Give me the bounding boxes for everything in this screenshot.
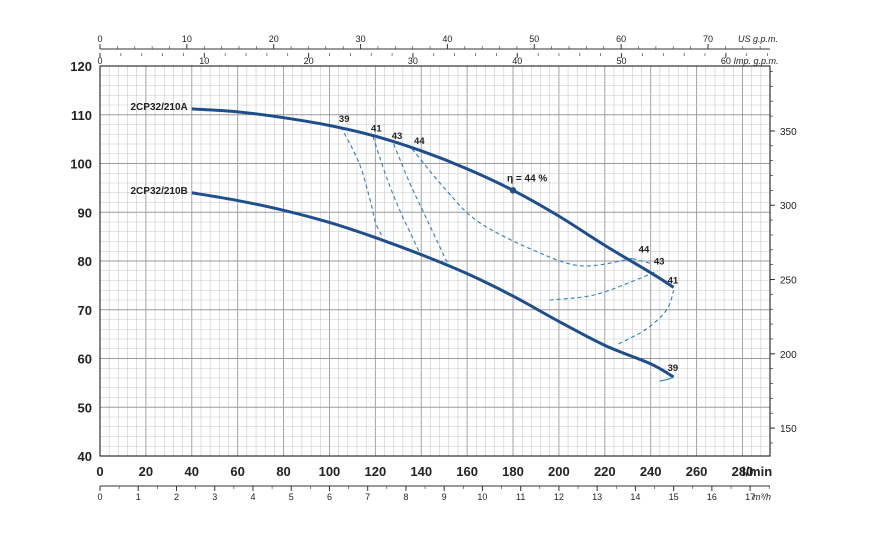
efficiency-curve-41 (372, 136, 420, 252)
x-m3h-tick-label: 8 (403, 492, 408, 502)
x-m3h-tick-label: 5 (289, 492, 294, 502)
x-usgpm-tick-label: 60 (616, 34, 626, 44)
x-m3h-tick-label: 6 (327, 492, 332, 502)
x-m3h-unit: m³/h (753, 492, 771, 502)
y-right-tick-label: 150 (780, 424, 797, 435)
x-impgpm-tick-label: 50 (617, 56, 627, 66)
x-m3h-tick-label: 15 (669, 492, 679, 502)
eff-label-43-top: 43 (392, 131, 403, 142)
series-label-b: 2CP32/210B (131, 186, 188, 197)
x-usgpm-unit: US g.p.m. (738, 34, 778, 44)
x-lmin-tick-label: 0 (96, 464, 103, 479)
plot-frame (99, 65, 771, 457)
efficiency-annotation: η = 44 % (507, 173, 547, 184)
x-usgpm-tick-label: 20 (269, 34, 279, 44)
x-lmin-tick-label: 280 (732, 464, 754, 479)
efficiency-curve-44-right (632, 258, 651, 264)
x-usgpm-tick-label: 10 (182, 34, 192, 44)
x-lmin-tick-label: 220 (594, 464, 616, 479)
efficiency-curve-43-right (549, 270, 658, 301)
efficiency-peak-point (509, 187, 517, 194)
x-usgpm-tick-label: 50 (529, 34, 539, 44)
x-m3h-tick-label: 2 (174, 492, 179, 502)
x-lmin-tick-label: 140 (410, 464, 432, 479)
y-left-tick-label: 40 (78, 449, 92, 464)
x-impgpm-tick-label: 30 (408, 56, 418, 66)
x-lmin-tick-label: 160 (456, 464, 478, 479)
x-lmin-tick-label: 120 (364, 464, 386, 479)
x-m3h-tick-label: 11 (516, 492, 525, 502)
eff-label-41-right: 41 (668, 275, 679, 286)
series-label-a: 2CP32/210A (131, 102, 188, 113)
x-lmin-tick-label: 60 (230, 464, 244, 479)
x-usgpm-tick-label: 40 (442, 34, 452, 44)
eff-label-39-right: 39 (668, 363, 679, 374)
y-right-tick-label: 350 (780, 127, 797, 138)
efficiency-curve-43 (393, 143, 450, 267)
x-m3h-tick-label: 14 (630, 492, 640, 502)
y-right-tick-label: 300 (780, 201, 797, 212)
y-left-tick-label: 110 (71, 108, 92, 123)
x-m3h-tick-label: 16 (707, 492, 717, 502)
x-impgpm-tick-label: 20 (304, 56, 314, 66)
x-lmin-tick-label: 20 (139, 464, 153, 479)
x-m3h-tick-label: 9 (442, 492, 447, 502)
x-impgpm-tick-label: 10 (199, 56, 209, 66)
x-lmin-tick-label: 180 (502, 464, 524, 479)
y-left-tick-label: 120 (70, 59, 92, 74)
x-m3h-tick-label: 10 (477, 492, 487, 502)
y-left-tick-label: 100 (70, 157, 92, 172)
series-curve-a (191, 107, 675, 289)
x-lmin-unit: l/min (742, 464, 772, 479)
x-m3h-tick-label: 4 (250, 492, 255, 502)
y-right-tick-label: 200 (780, 350, 797, 361)
eff-label-41-top: 41 (371, 124, 382, 135)
y-left-tick-label: 80 (78, 254, 92, 269)
x-usgpm-tick-label: 70 (703, 34, 713, 44)
x-impgpm-unit: Imp. g.p.m. (733, 56, 778, 66)
y-right-tick-label: 250 (780, 276, 797, 287)
x-usgpm-tick-label: 30 (356, 34, 366, 44)
x-impgpm-tick-label: 40 (512, 56, 522, 66)
x-m3h-tick-label: 3 (212, 492, 217, 502)
y-left-tick-label: 60 (78, 352, 92, 367)
y-left-tick-label: 50 (78, 400, 92, 415)
series-curve-b (191, 191, 675, 379)
x-lmin-tick-label: 100 (319, 464, 341, 479)
x-m3h-tick-label: 1 (136, 492, 141, 502)
efficiency-curve-41-right (618, 290, 675, 345)
x-m3h-tick-label: 0 (97, 492, 102, 502)
x-lmin-tick-label: 80 (276, 464, 290, 479)
x-m3h-tick-label: 13 (592, 492, 602, 502)
x-lmin-tick-label: 240 (640, 464, 662, 479)
efficiency-curve-39 (340, 126, 383, 237)
y-left-tick-label: 70 (78, 303, 92, 318)
eff-label-43-right: 43 (654, 256, 665, 267)
eff-label-44-top: 44 (414, 136, 425, 147)
x-lmin-tick-label: 260 (686, 464, 708, 479)
eff-label-39-top: 39 (339, 114, 350, 125)
x-m3h-tick-label: 12 (554, 492, 564, 502)
x-m3h-tick-label: 7 (365, 492, 370, 502)
x-usgpm-tick-label: 0 (97, 34, 102, 44)
x-impgpm-tick-label: 60 (721, 56, 731, 66)
curve-b-end-mark (659, 376, 674, 382)
y-left-tick-label: 90 (78, 205, 92, 220)
eff-label-44-right: 44 (639, 245, 650, 256)
x-lmin-tick-label: 200 (548, 464, 570, 479)
x-lmin-tick-label: 40 (185, 464, 199, 479)
x-m3h-tick-label: 17 (745, 492, 755, 502)
x-impgpm-tick-label: 0 (97, 56, 102, 66)
